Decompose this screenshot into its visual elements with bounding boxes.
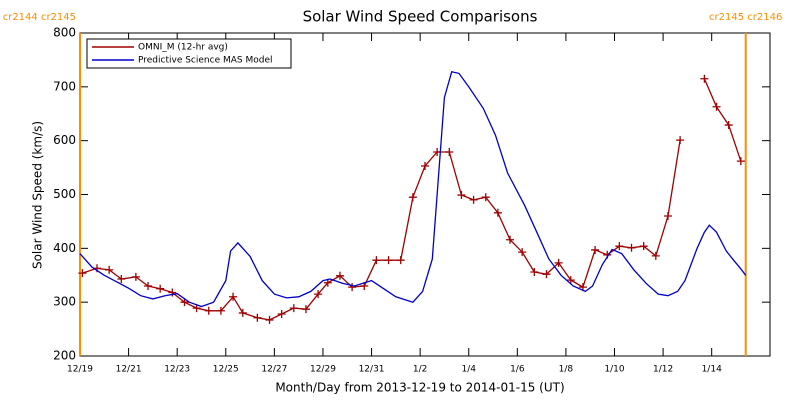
- x-tick-label: 1/2: [413, 365, 427, 375]
- data-marker: [384, 256, 393, 265]
- x-tick-label: 1/10: [604, 365, 624, 375]
- legend-label: OMNI_M (12-hr avg): [138, 43, 228, 53]
- y-tick-label: 600: [53, 133, 76, 147]
- data-marker: [639, 242, 648, 251]
- data-marker: [481, 193, 490, 202]
- data-marker: [253, 313, 262, 322]
- x-tick-label: 1/12: [653, 365, 673, 375]
- x-tick-label: 12/21: [116, 365, 142, 375]
- x-tick-label: 1/4: [461, 365, 476, 375]
- data-marker: [289, 304, 298, 313]
- rotation-label: cr2145 cr2146: [709, 12, 782, 23]
- x-tick-label: 1/6: [510, 365, 525, 375]
- data-marker: [469, 195, 478, 204]
- data-marker: [117, 275, 126, 284]
- data-marker: [542, 270, 551, 279]
- x-tick-label: 12/27: [261, 365, 287, 375]
- data-marker: [372, 256, 381, 265]
- data-marker: [277, 310, 286, 319]
- data-marker: [204, 306, 213, 315]
- legend-box: [86, 38, 292, 69]
- y-tick-label: 700: [53, 79, 76, 93]
- data-marker: [396, 256, 405, 265]
- data-marker: [530, 268, 539, 277]
- data-marker: [566, 276, 575, 285]
- x-tick-label: 1/14: [702, 365, 722, 375]
- data-marker: [493, 208, 502, 217]
- data-marker: [724, 121, 733, 130]
- data-marker: [229, 292, 238, 301]
- x-tick-label: 12/31: [359, 365, 385, 375]
- y-tick-label: 800: [53, 26, 76, 40]
- data-marker: [144, 282, 153, 291]
- data-marker: [676, 136, 685, 145]
- legend-label: Predictive Science MAS Model: [138, 56, 273, 66]
- data-marker: [335, 271, 344, 280]
- series-line: [79, 71, 747, 308]
- y-tick-label: 500: [53, 187, 76, 201]
- data-marker: [591, 245, 600, 254]
- data-marker: [156, 284, 165, 293]
- data-marker: [408, 193, 417, 202]
- rotation-label: cr2144 cr2145: [3, 12, 76, 23]
- x-tick-label: 12/23: [164, 365, 190, 375]
- data-marker: [168, 288, 177, 297]
- data-marker: [348, 283, 357, 292]
- data-marker: [700, 74, 709, 83]
- data-marker: [421, 161, 429, 170]
- y-axis-label: Solar Wind Speed (km/s): [31, 121, 45, 269]
- series-line: [82, 78, 742, 321]
- data-marker: [238, 308, 247, 317]
- data-marker: [627, 243, 636, 252]
- data-marker: [216, 306, 225, 315]
- data-marker: [78, 269, 87, 278]
- data-marker: [314, 290, 323, 299]
- data-marker: [265, 315, 274, 324]
- y-tick-label: 200: [53, 349, 76, 363]
- data-marker: [651, 251, 660, 260]
- data-marker: [506, 235, 515, 244]
- x-axis-label: Month/Day from 2013-12-19 to 2014-01-15 …: [275, 381, 564, 395]
- x-tick-label: 12/29: [310, 365, 336, 375]
- data-marker: [301, 305, 310, 314]
- y-tick-label: 300: [53, 295, 76, 309]
- data-marker: [663, 212, 672, 221]
- data-marker: [445, 147, 454, 156]
- x-tick-label: 12/25: [213, 365, 239, 375]
- x-tick-label: 12/19: [67, 365, 93, 375]
- data-marker: [131, 272, 140, 281]
- data-marker: [554, 258, 563, 267]
- y-tick-label: 400: [53, 241, 76, 255]
- data-marker: [712, 102, 721, 111]
- data-marker: [105, 265, 114, 274]
- data-marker: [457, 191, 466, 200]
- data-marker: [736, 157, 745, 166]
- chart-title: Solar Wind Speed Comparisons: [303, 8, 538, 26]
- data-marker: [518, 248, 527, 257]
- data-marker: [615, 242, 624, 251]
- x-tick-label: 1/8: [559, 365, 574, 375]
